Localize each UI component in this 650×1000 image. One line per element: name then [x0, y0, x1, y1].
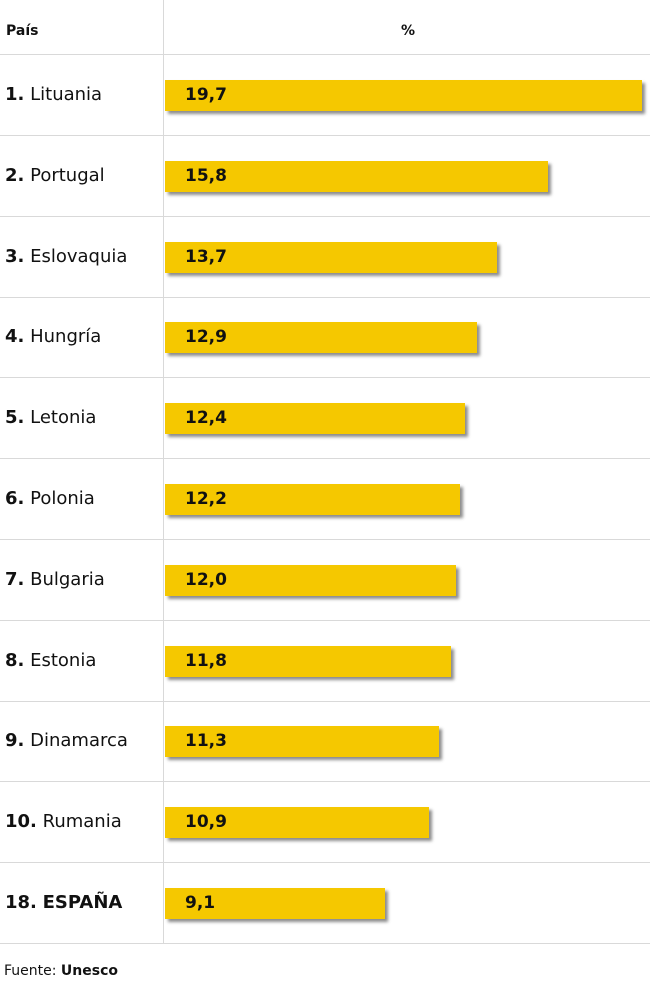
- table-row: 1. Lituania 19,7: [0, 55, 650, 136]
- table-row: 8. Estonia 11,8: [0, 621, 650, 702]
- country-name: ESPAÑA: [42, 892, 123, 913]
- rank-number: 7.: [5, 568, 25, 590]
- value-bar: [165, 564, 456, 596]
- value-bar: [165, 160, 548, 192]
- country-name: Letonia: [30, 407, 97, 429]
- value-bar: [165, 726, 439, 758]
- value-label: 11,3: [185, 731, 227, 752]
- country-name: Eslovaquia: [30, 245, 128, 267]
- value-label: 12,4: [185, 408, 227, 429]
- value-bar: [165, 403, 466, 435]
- country-name: Rumania: [42, 811, 122, 833]
- value-label: 9,1: [185, 893, 216, 913]
- value-label: 12,2: [185, 489, 227, 509]
- country-name: Lituania: [30, 84, 103, 105]
- percent-column-header: %: [401, 23, 416, 39]
- country-label: 9. Dinamarca: [5, 701, 128, 781]
- value-label: 19,7: [185, 85, 227, 105]
- country-label: 6. Polonia: [5, 459, 95, 539]
- rank-number: 1.: [5, 84, 25, 105]
- value-bar: [165, 484, 461, 515]
- table-row: 4. Hungría 12,9: [0, 297, 650, 379]
- table-row: 10. Rumania 10,9: [0, 782, 650, 864]
- value-bar: [165, 80, 642, 111]
- rank-number: 5.: [5, 407, 25, 429]
- value-bar: [165, 322, 478, 354]
- rank-number: 2.: [5, 164, 25, 186]
- country-name: Estonia: [30, 649, 97, 671]
- rank-number: 6.: [5, 488, 25, 509]
- country-column-header: País: [6, 23, 39, 39]
- value-bar: [165, 241, 497, 273]
- country-label: 3. Eslovaquia: [5, 217, 127, 297]
- country-name: Dinamarca: [30, 730, 128, 752]
- rank-number: 18.: [5, 892, 37, 913]
- value-bar: [165, 807, 429, 839]
- table-row: 3. Eslovaquia 13,7: [0, 217, 650, 298]
- table-row: 6. Polonia 12,2: [0, 459, 650, 540]
- table-row: 18. ESPAÑA 9,1: [0, 863, 650, 944]
- country-label: 5. Letonia: [5, 378, 96, 458]
- value-label: 12,9: [185, 327, 227, 348]
- value-bar: [165, 888, 386, 919]
- country-label: 2. Portugal: [5, 136, 105, 216]
- source-prefix: Fuente:: [4, 963, 57, 979]
- country-name: Portugal: [30, 164, 105, 186]
- table-row: 5. Letonia 12,4: [0, 378, 650, 460]
- column-divider: [163, 0, 164, 943]
- value-label: 11,8: [185, 650, 227, 671]
- value-label: 13,7: [185, 246, 227, 267]
- country-name: Bulgaria: [30, 568, 105, 590]
- rank-number: 10.: [5, 811, 37, 833]
- country-label: 1. Lituania: [5, 55, 102, 135]
- table-row: 2. Portugal 15,8: [0, 136, 650, 217]
- country-name: Hungría: [30, 326, 102, 348]
- country-name: Polonia: [30, 488, 95, 509]
- rank-number: 4.: [5, 326, 25, 348]
- table-header: País %: [0, 0, 650, 55]
- rank-number: 9.: [5, 730, 25, 752]
- country-label: 4. Hungría: [5, 297, 101, 377]
- value-label: 15,8: [185, 165, 227, 186]
- country-label: 8. Estonia: [5, 621, 96, 701]
- source-name: Unesco: [60, 963, 119, 979]
- value-label: 10,9: [185, 812, 227, 833]
- rank-number: 8.: [5, 649, 25, 671]
- value-bar: [165, 645, 451, 677]
- source-note: Fuente: Unesco: [4, 963, 118, 979]
- value-label: 12,0: [185, 569, 227, 590]
- table-row: 9. Dinamarca 11,3: [0, 701, 650, 783]
- country-label: 18. ESPAÑA: [5, 863, 122, 943]
- country-label: 7. Bulgaria: [5, 540, 105, 620]
- country-label: 10. Rumania: [5, 782, 122, 862]
- rank-number: 3.: [5, 245, 25, 267]
- table-row: 7. Bulgaria 12,0: [0, 540, 650, 621]
